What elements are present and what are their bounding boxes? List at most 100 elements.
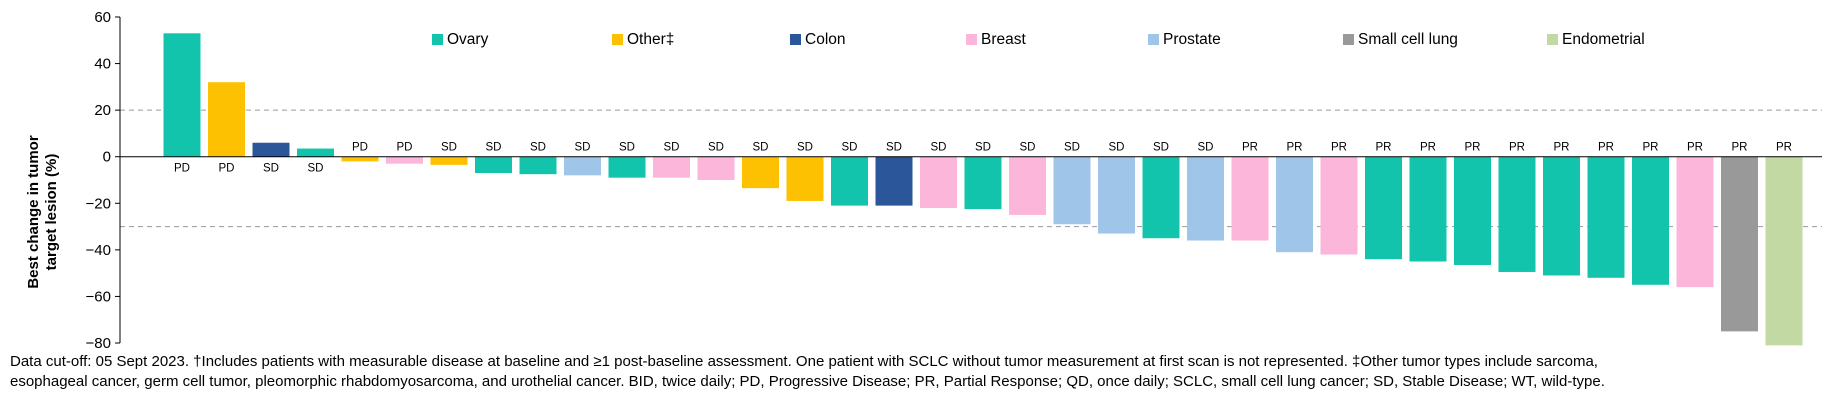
response-label: PR bbox=[1687, 142, 1703, 154]
response-label: SD bbox=[931, 142, 947, 154]
bar bbox=[608, 156, 646, 178]
legend-swatch bbox=[1343, 34, 1354, 45]
response-label: PR bbox=[1242, 142, 1258, 154]
bar bbox=[653, 156, 690, 178]
y-axis-label-group: Best change in tumor target lesion (%) bbox=[25, 135, 60, 289]
bar bbox=[1053, 156, 1091, 225]
bar bbox=[1721, 156, 1758, 332]
legend-swatch bbox=[1547, 34, 1558, 45]
response-label: PR bbox=[1554, 142, 1570, 154]
bar bbox=[1543, 156, 1580, 276]
bar bbox=[1676, 156, 1714, 288]
y-tick-label: 20 bbox=[94, 102, 111, 119]
legend-label: Endometrial bbox=[1562, 31, 1645, 48]
response-label: SD bbox=[753, 142, 769, 154]
legend-label: Breast bbox=[981, 31, 1026, 48]
response-label: SD bbox=[441, 142, 457, 154]
bar bbox=[1454, 156, 1491, 265]
legend-swatch bbox=[432, 34, 443, 45]
response-labels: PD PD SD SD PD PD SD SD SD SD SD SD SD SD SD SD SD SD SD SD… bbox=[174, 142, 1792, 175]
bar bbox=[1320, 156, 1358, 255]
response-label: SD bbox=[664, 142, 680, 154]
bar bbox=[519, 156, 557, 175]
bar bbox=[1765, 156, 1803, 346]
waterfall-chart: −80 −60 −40 −20 0 20 40 60 PD PD SD SD PD PD SD SD SD SD… bbox=[25, 9, 1822, 350]
bar bbox=[1009, 156, 1046, 215]
y-axis-label-line: target lesion (%) bbox=[43, 154, 60, 271]
axes bbox=[115, 16, 1822, 344]
response-label: PR bbox=[1465, 142, 1481, 154]
legend-label: Small cell lung bbox=[1358, 31, 1458, 48]
bar bbox=[208, 82, 245, 157]
response-label: PR bbox=[1732, 142, 1748, 154]
bar bbox=[697, 156, 735, 180]
y-tick-label: −60 bbox=[86, 288, 111, 305]
bar bbox=[297, 148, 334, 157]
footnote: Data cut-off: 05 Sept 2023. †Includes pa… bbox=[10, 352, 1825, 392]
response-label: PR bbox=[1376, 142, 1392, 154]
response-label: PR bbox=[1420, 142, 1436, 154]
response-label: PD bbox=[352, 142, 368, 154]
bar bbox=[564, 156, 601, 176]
y-axis-label-line: Best change in tumor bbox=[25, 135, 42, 289]
y-tick-label: 40 bbox=[94, 56, 111, 73]
legend-swatch bbox=[966, 34, 977, 45]
response-label: SD bbox=[1153, 142, 1169, 154]
bar bbox=[1231, 156, 1269, 241]
legend-label: Other‡ bbox=[627, 31, 674, 48]
response-label: PR bbox=[1598, 142, 1614, 154]
response-label: PD bbox=[397, 142, 413, 154]
y-tick-labels: −80 −60 −40 −20 0 20 40 60 bbox=[86, 9, 111, 350]
response-label: SD bbox=[1109, 142, 1125, 154]
legend-label: Ovary bbox=[447, 31, 489, 48]
bar bbox=[1632, 156, 1669, 285]
response-label: PD bbox=[219, 163, 235, 175]
response-label: PR bbox=[1643, 142, 1659, 154]
bar bbox=[1098, 156, 1135, 234]
y-tick-label: −40 bbox=[86, 242, 111, 259]
bar bbox=[742, 156, 779, 189]
bar bbox=[875, 156, 913, 206]
reference-lines bbox=[120, 109, 1822, 228]
response-label: SD bbox=[575, 142, 591, 154]
legend: Ovary Other‡ Colon Breast Prostate Small cell… bbox=[432, 31, 1645, 48]
legend-swatch bbox=[612, 34, 623, 45]
response-label: SD bbox=[975, 142, 991, 154]
response-label: PR bbox=[1331, 142, 1347, 154]
bar bbox=[920, 156, 957, 208]
response-label: SD bbox=[1064, 142, 1080, 154]
bars bbox=[163, 33, 1803, 346]
legend-swatch bbox=[1148, 34, 1159, 45]
bar bbox=[1276, 156, 1313, 253]
bar bbox=[252, 142, 290, 157]
bar bbox=[1187, 156, 1224, 241]
response-label: SD bbox=[1198, 142, 1214, 154]
footnote-line-2: esophageal cancer, germ cell tumor, pleo… bbox=[10, 373, 1605, 390]
bar bbox=[964, 156, 1002, 210]
legend-label: Colon bbox=[805, 31, 846, 48]
footnote-line-1: Data cut-off: 05 Sept 2023. †Includes pa… bbox=[10, 353, 1598, 370]
legend-label: Prostate bbox=[1163, 31, 1221, 48]
response-label: PR bbox=[1509, 142, 1525, 154]
response-label: SD bbox=[263, 163, 279, 175]
bar bbox=[386, 156, 423, 164]
response-label: SD bbox=[1020, 142, 1036, 154]
response-label: SD bbox=[886, 142, 902, 154]
legend-swatch bbox=[790, 34, 801, 45]
response-label: PD bbox=[174, 163, 190, 175]
bar bbox=[1409, 156, 1447, 262]
bar bbox=[1498, 156, 1536, 272]
response-label: SD bbox=[308, 163, 324, 175]
y-axis-label: Best change in tumor target lesion (%) bbox=[25, 135, 60, 289]
bar bbox=[1365, 156, 1402, 260]
y-tick-label: −20 bbox=[86, 195, 111, 212]
bar bbox=[341, 156, 379, 162]
bar bbox=[430, 156, 468, 165]
response-label: SD bbox=[619, 142, 635, 154]
bar bbox=[786, 156, 824, 201]
bar bbox=[475, 156, 512, 174]
response-label: PR bbox=[1287, 142, 1303, 154]
bar bbox=[831, 156, 868, 206]
response-label: PR bbox=[1776, 142, 1792, 154]
response-label: SD bbox=[797, 142, 813, 154]
